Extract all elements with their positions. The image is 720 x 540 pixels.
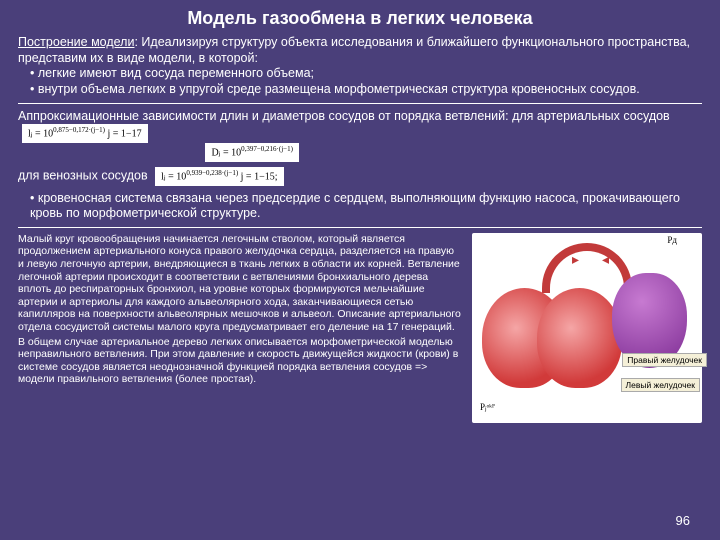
aorta-shape <box>542 243 632 293</box>
heart-lung-diagram: Pд Pⱼᵒᵏᴾ ▸ ◂ Правый желудочек Левый желу… <box>472 233 702 423</box>
divider-1 <box>18 103 702 104</box>
label-pokr: Pⱼᵒᵏᴾ <box>480 402 495 413</box>
venous-label: для венозных сосудов <box>18 169 148 183</box>
callout-right-ventricle: Правый желудочек <box>622 353 707 367</box>
body-text: Малый круг кровообращения начинается лег… <box>18 233 462 423</box>
lung-right-shape <box>537 288 622 388</box>
venous-section: для венозных сосудов lⱼ = 100,939−0,238·… <box>18 167 702 186</box>
bullet-3-section: • кровеносная система связана через пред… <box>18 191 702 222</box>
approx-section: Аппроксимационные зависимости длин и диа… <box>18 109 702 162</box>
figure-column: Pд Pⱼᵒᵏᴾ ▸ ◂ Правый желудочек Левый желу… <box>472 233 702 423</box>
approx-text: Аппроксимационные зависимости длин и диа… <box>18 109 670 123</box>
label-pd: Pд <box>667 235 677 245</box>
formula-arterial-d: Dⱼ = 100,397−0,216·(j−1) <box>205 143 298 162</box>
formula-arterial-l: lⱼ = 100,875−0,172·(j−1) j = 1−17 <box>22 124 148 143</box>
bullet-2: • внутри объема легких в упругой среде р… <box>18 82 702 98</box>
arrow-icon: ▸ <box>572 251 579 268</box>
bullet-3: • кровеносная система связана через пред… <box>18 191 702 222</box>
page-number: 96 <box>676 513 690 528</box>
callout-left-ventricle: Левый желудочек <box>621 378 700 392</box>
formula-venous: lⱼ = 100,939−0,238·(j−1) j = 1−15; <box>155 167 283 186</box>
intro-label: Построение модели <box>18 35 134 49</box>
divider-2 <box>18 227 702 228</box>
two-column-layout: Малый круг кровообращения начинается лег… <box>18 233 702 423</box>
bullet-1: • легкие имеют вид сосуда переменного об… <box>18 66 702 82</box>
page-title: Модель газообмена в легких человека <box>18 8 702 29</box>
arrow-icon: ◂ <box>602 251 609 268</box>
intro-section: Построение модели: Идеализируя структуру… <box>18 35 702 98</box>
